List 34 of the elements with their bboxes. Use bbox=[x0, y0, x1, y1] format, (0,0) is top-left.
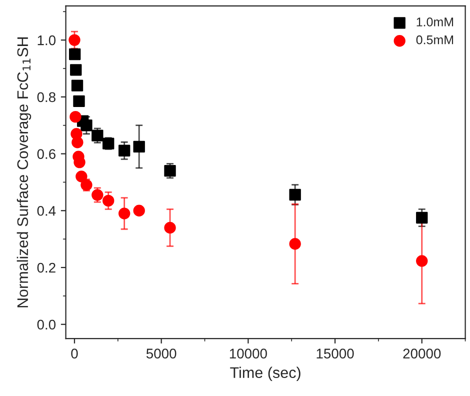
point bbox=[71, 80, 84, 92]
point bbox=[72, 136, 84, 148]
legend-label: 1.0mM bbox=[416, 18, 454, 26]
y-axis-title: Normalized Surface Coverage FcC$_{11}$SH bbox=[16, 37, 32, 308]
y-tick-label: 0.8 bbox=[37, 92, 56, 102]
x-tick-label: 10000 bbox=[230, 348, 267, 359]
x-tick-label: 20000 bbox=[403, 348, 441, 359]
point bbox=[68, 34, 80, 46]
y-tick-label: 1.0 bbox=[38, 35, 56, 46]
point bbox=[68, 48, 81, 60]
point bbox=[70, 110, 82, 123]
y-tick-label: 0.6 bbox=[37, 149, 56, 159]
point bbox=[80, 120, 92, 132]
point bbox=[416, 212, 428, 224]
point bbox=[118, 144, 130, 156]
point bbox=[164, 222, 176, 234]
legend-label: 0.5mM bbox=[416, 35, 454, 44]
point bbox=[73, 95, 85, 108]
x-tick-label: 15000 bbox=[316, 348, 354, 359]
y-tick-label: 0.2 bbox=[37, 262, 56, 273]
point bbox=[76, 170, 88, 182]
point bbox=[118, 208, 130, 220]
point bbox=[289, 188, 301, 201]
point bbox=[102, 194, 114, 207]
point bbox=[416, 255, 428, 267]
point bbox=[133, 140, 145, 153]
x-tick-label: 0 bbox=[71, 348, 78, 359]
x-axis-title: Time (sec) bbox=[230, 366, 300, 382]
point bbox=[289, 238, 301, 250]
point bbox=[133, 204, 145, 216]
x-tick-label: 5000 bbox=[146, 348, 176, 359]
point bbox=[70, 64, 82, 76]
y-tick-label: 0.0 bbox=[37, 320, 56, 330]
y-tick-label: 0.4 bbox=[37, 206, 56, 216]
